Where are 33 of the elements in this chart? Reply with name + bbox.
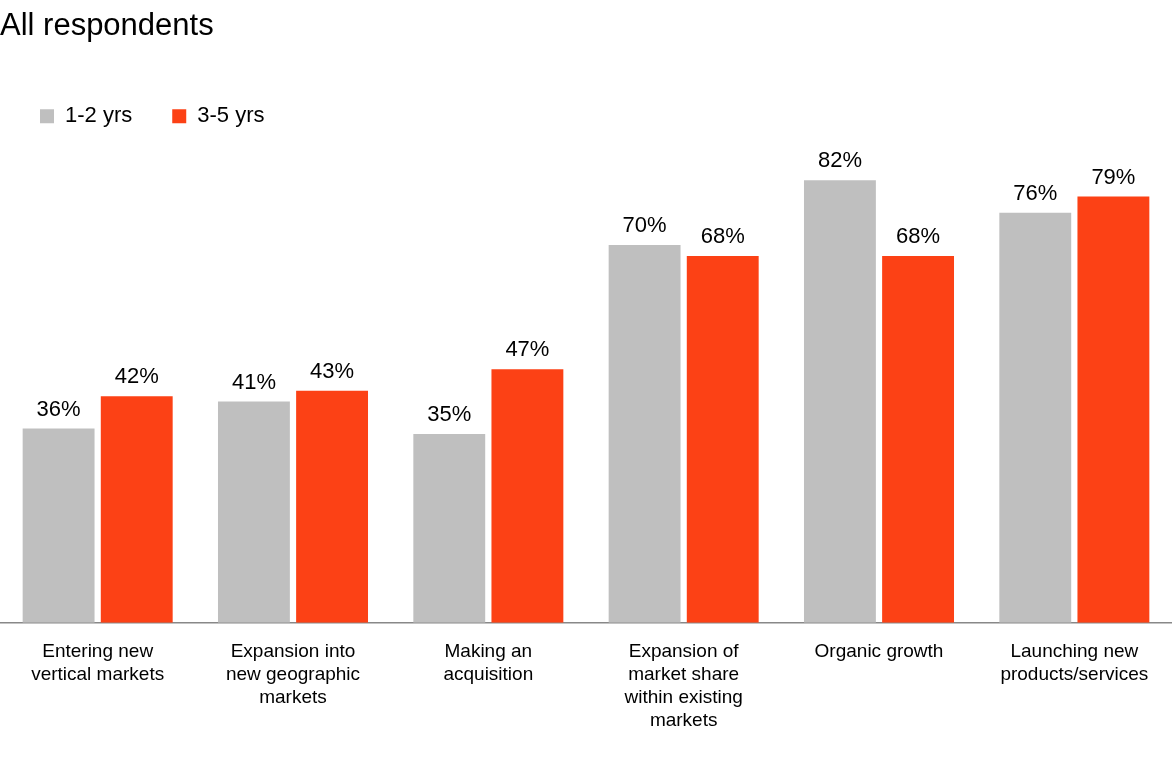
legend-label: 3-5 yrs [197, 102, 265, 128]
x-tick-label: Entering new vertical markets [31, 640, 165, 685]
legend-label: 1-2 yrs [65, 102, 133, 128]
x-tick-label: Expansion into new geographic markets [225, 640, 361, 708]
x-tick-label: Expansion of market share within existing markets [623, 640, 743, 730]
data-label: 43% [310, 357, 355, 383]
data-label: 68% [700, 222, 745, 248]
bar [882, 255, 955, 623]
bar [22, 428, 95, 623]
bar [1077, 196, 1150, 623]
bar [803, 180, 876, 623]
data-label: 82% [817, 147, 862, 173]
data-label: 76% [1013, 179, 1058, 205]
data-label: 36% [36, 395, 81, 421]
data-label: 42% [114, 363, 159, 389]
x-tick-label: Making an acquisition [443, 640, 534, 685]
x-tick-label: Launching new products/services [1000, 640, 1149, 685]
bar [608, 245, 681, 623]
bar [999, 212, 1072, 623]
data-label: 79% [1091, 163, 1136, 189]
bar [491, 369, 564, 623]
data-label: 41% [231, 368, 276, 394]
x-tick-label: Organic growth [814, 640, 944, 662]
bar [217, 401, 290, 623]
data-label: 35% [427, 401, 472, 427]
data-label: 47% [505, 336, 550, 362]
chart-title: All respondents [0, 7, 214, 43]
bar [413, 433, 486, 623]
data-label: 70% [622, 212, 667, 238]
data-label: 68% [896, 222, 941, 248]
bar [100, 396, 173, 623]
bar [296, 390, 369, 623]
bar [686, 255, 759, 623]
